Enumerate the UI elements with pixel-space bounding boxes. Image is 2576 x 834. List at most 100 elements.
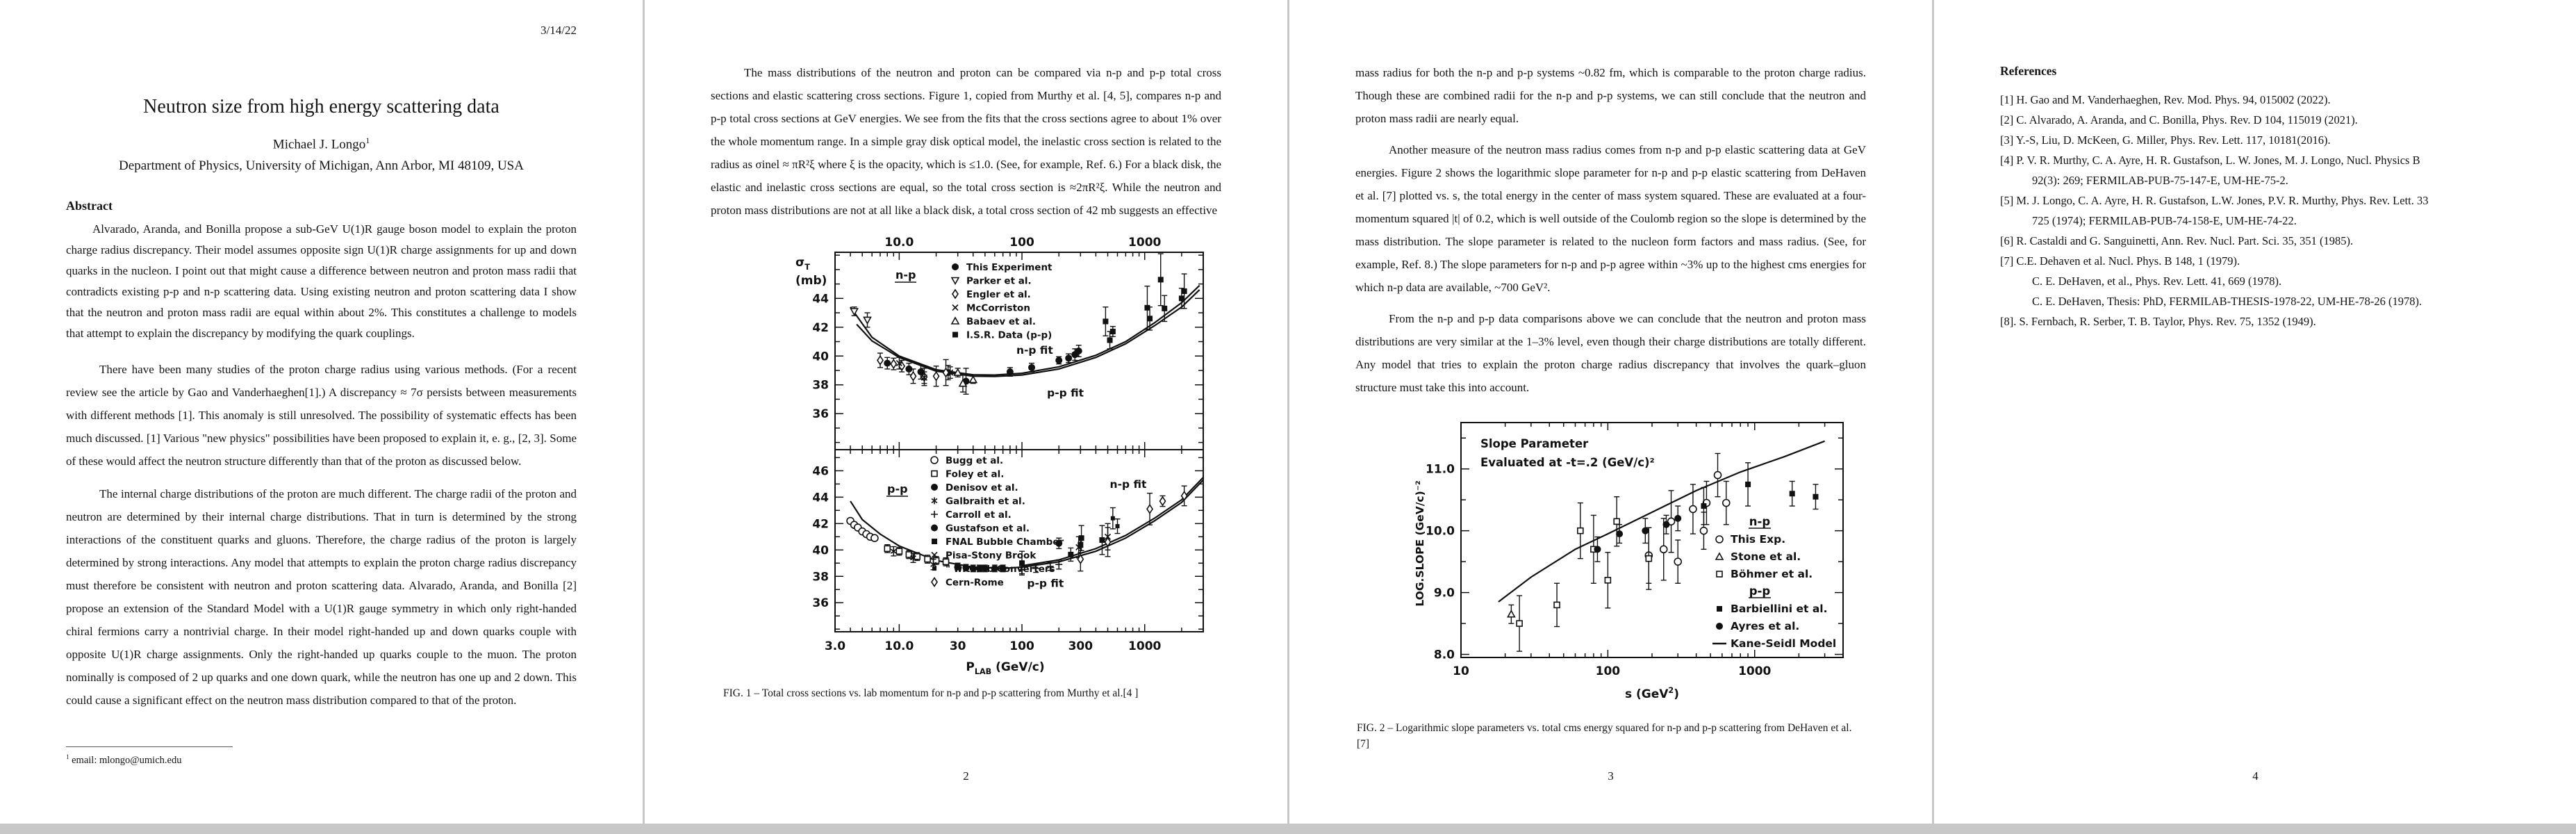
- svg-text:1000: 1000: [1128, 639, 1161, 653]
- reference-line: [6] R. Castaldi and G. Sanguinetti, Ann.…: [2000, 234, 2354, 247]
- svg-text:1000: 1000: [1738, 664, 1771, 678]
- reference-line: [7] C.E. Dehaven et al. Nucl. Phys. B 14…: [2000, 254, 2240, 268]
- figure-1-plot: 10.0 100 1000 36 38 40 42 44 n-p fit p-p fit n-p Th…: [795, 236, 1204, 676]
- svg-text:36: 36: [812, 596, 829, 610]
- svg-text:Gustafson et al.: Gustafson et al.: [946, 523, 1030, 534]
- footnote-marker: 1: [66, 753, 69, 761]
- page-2: The mass distributions of the neutron an…: [645, 0, 1287, 824]
- svg-text:s (GeV2): s (GeV2): [1625, 686, 1679, 701]
- svg-text:Galbraith et al.: Galbraith et al.: [946, 496, 1025, 507]
- svg-text:10: 10: [1453, 664, 1469, 678]
- svg-text:36: 36: [812, 407, 829, 421]
- figure-2-plot: 10 100 1000 8.0 9.0 10.0 11.0 n-p This Exp. Stone…: [1414, 422, 1844, 701]
- svg-text:Engler et al.: Engler et al.: [966, 289, 1031, 300]
- svg-text:p-p: p-p: [1749, 584, 1771, 598]
- figure-2: 10 100 1000 8.0 9.0 10.0 11.0 n-p This Exp. Stone…: [1405, 413, 1866, 713]
- svg-text:McCorriston: McCorriston: [966, 303, 1030, 314]
- paragraph: From the n-p and p-p data comparisons ab…: [1355, 312, 1866, 394]
- abstract-text: Alvarado, Aranda, and Bonilla propose a …: [66, 222, 577, 341]
- page-3: mass radius for both the n-p and p-p sys…: [1289, 0, 1932, 824]
- footnote-rule: [66, 746, 233, 748]
- svg-text:Denisov et al.: Denisov et al.: [946, 482, 1018, 493]
- abstract-heading: Abstract: [66, 199, 113, 213]
- svg-text:38: 38: [812, 379, 829, 393]
- reference-line: [2] C. Alvarado, A. Aranda, and C. Bonil…: [2000, 113, 2358, 126]
- reference-line: [4] P. V. R. Murthy, C. A. Ayre, H. R. G…: [2000, 154, 2420, 167]
- svg-text:100: 100: [1009, 236, 1034, 250]
- svg-text:46: 46: [812, 464, 829, 478]
- svg-text:p-p fit: p-p fit: [1027, 577, 1064, 589]
- reference-line: 725 (1974); FERMILAB-PUB-74-158-E, UM-HE…: [2032, 214, 2297, 227]
- paper-title: Neutron size from high energy scattering…: [143, 96, 499, 117]
- footnote-text: email: mlongo@umich.edu: [72, 755, 182, 766]
- svg-text:" with Pb Converters: " with Pb Converters: [946, 564, 1055, 575]
- svg-text:Ayres et al.: Ayres et al.: [1731, 620, 1799, 632]
- author-line: Michael J. Longo1: [66, 136, 577, 152]
- svg-text:38: 38: [812, 570, 829, 584]
- page-number-2: 2: [963, 769, 969, 783]
- reference-line: [8]. S. Fernbach, R. Serber, T. B. Taylo…: [2000, 315, 2316, 328]
- svg-text:42: 42: [812, 321, 829, 335]
- reference-line: [5] M. J. Longo, C. A. Ayre, H. R. Gusta…: [2000, 194, 2429, 207]
- svg-text:n-p: n-p: [895, 268, 916, 281]
- svg-text:100: 100: [1596, 664, 1621, 678]
- svg-text:PLAB (GeV/c): PLAB (GeV/c): [966, 660, 1044, 676]
- svg-text:44: 44: [812, 491, 829, 505]
- svg-text:Barbiellini et al.: Barbiellini et al.: [1731, 603, 1828, 615]
- svg-text:I.S.R. Data (p-p): I.S.R. Data (p-p): [966, 330, 1052, 341]
- svg-text:n-p fit: n-p fit: [1110, 478, 1147, 491]
- svg-text:10.0: 10.0: [884, 639, 914, 653]
- svg-text:Bugg et al.: Bugg et al.: [946, 455, 1003, 466]
- paragraph: The mass distributions of the neutron an…: [711, 66, 1221, 217]
- svg-text:9.0: 9.0: [1434, 587, 1455, 600]
- svg-text:Parker et al.: Parker et al.: [966, 276, 1032, 287]
- svg-text:10.0: 10.0: [1426, 525, 1455, 539]
- svg-text:This Exp.: This Exp.: [1731, 533, 1785, 546]
- paragraph: The internal charge distributions of the…: [66, 487, 577, 708]
- page-3-body: mass radius for both the n-p and p-p sys…: [1355, 0, 1866, 399]
- page-2-body: The mass distributions of the neutron an…: [711, 0, 1221, 222]
- reference-line: [3] Y.-S, Liu, D. McKeen, G. Miller, Phy…: [2000, 133, 2331, 147]
- svg-text:3.0: 3.0: [825, 639, 845, 653]
- svg-text:FNAL Bubble Chamber: FNAL Bubble Chamber: [946, 537, 1064, 548]
- svg-text:8.0: 8.0: [1434, 648, 1455, 662]
- affiliation: Department of Physics, University of Mic…: [119, 158, 524, 174]
- figure-1-caption: FIG. 1 – Total cross sections vs. lab mo…: [723, 687, 1139, 699]
- references-list: [1] H. Gao and M. Vanderhaeghen, Rev. Mo…: [2000, 90, 2511, 332]
- svg-text:p-p: p-p: [887, 482, 908, 496]
- author-footnote-marker: 1: [365, 136, 370, 145]
- svg-text:44: 44: [812, 292, 829, 306]
- svg-text:n-p: n-p: [1749, 515, 1771, 528]
- svg-text:10.0: 10.0: [884, 236, 914, 250]
- page-4: References [1] H. Gao and M. Vanderhaegh…: [1934, 0, 2576, 824]
- svg-text:100: 100: [1009, 639, 1034, 653]
- figure-2-caption: FIG. 2 – Logarithmic slope parameters vs…: [1357, 722, 1852, 750]
- paragraph: Another measure of the neutron mass radi…: [1355, 143, 1866, 294]
- svg-text:Foley et al.: Foley et al.: [946, 469, 1004, 480]
- paragraph: mass radius for both the n-p and p-p sys…: [1355, 66, 1866, 125]
- svg-text:40: 40: [812, 543, 829, 557]
- svg-text:Babaev et al.: Babaev et al.: [966, 316, 1036, 327]
- page-1: 3/14/22 Neutron size from high energy sc…: [0, 0, 643, 824]
- svg-text:11.0: 11.0: [1426, 463, 1455, 477]
- svg-text:40: 40: [812, 350, 829, 363]
- svg-text:Evaluated at -t=.2 (GeV/c)²: Evaluated at -t=.2 (GeV/c)²: [1480, 456, 1655, 469]
- reference-line: 92(3): 269; FERMILAB-PUB-75-147-E, UM-HE…: [2032, 174, 2288, 187]
- svg-text:42: 42: [812, 517, 829, 531]
- svg-text:Carroll et al.: Carroll et al.: [946, 509, 1012, 521]
- footnote: 1 email: mlongo@umich.edu: [66, 746, 233, 767]
- svg-text:Cern-Rome: Cern-Rome: [946, 578, 1004, 589]
- page-number-3: 3: [1608, 769, 1614, 783]
- paragraph: There have been many studies of the prot…: [66, 363, 577, 468]
- svg-text:Slope Parameter: Slope Parameter: [1480, 437, 1589, 450]
- reference-line: [1] H. Gao and M. Vanderhaeghen, Rev. Mo…: [2000, 93, 2331, 106]
- svg-text:30: 30: [950, 639, 966, 653]
- svg-text:300: 300: [1068, 639, 1093, 653]
- svg-text:(mb): (mb): [795, 274, 827, 288]
- reference-line: C. E. DeHaven, et al., Phys. Rev. Lett. …: [2032, 275, 2282, 288]
- date-header: 3/14/22: [540, 24, 577, 37]
- svg-text:σT: σT: [795, 256, 810, 272]
- svg-text:LOG.SLOPE (GeV/c)⁻²: LOG.SLOPE (GeV/c)⁻²: [1414, 480, 1426, 606]
- svg-text:Böhmer et al.: Böhmer et al.: [1731, 568, 1813, 580]
